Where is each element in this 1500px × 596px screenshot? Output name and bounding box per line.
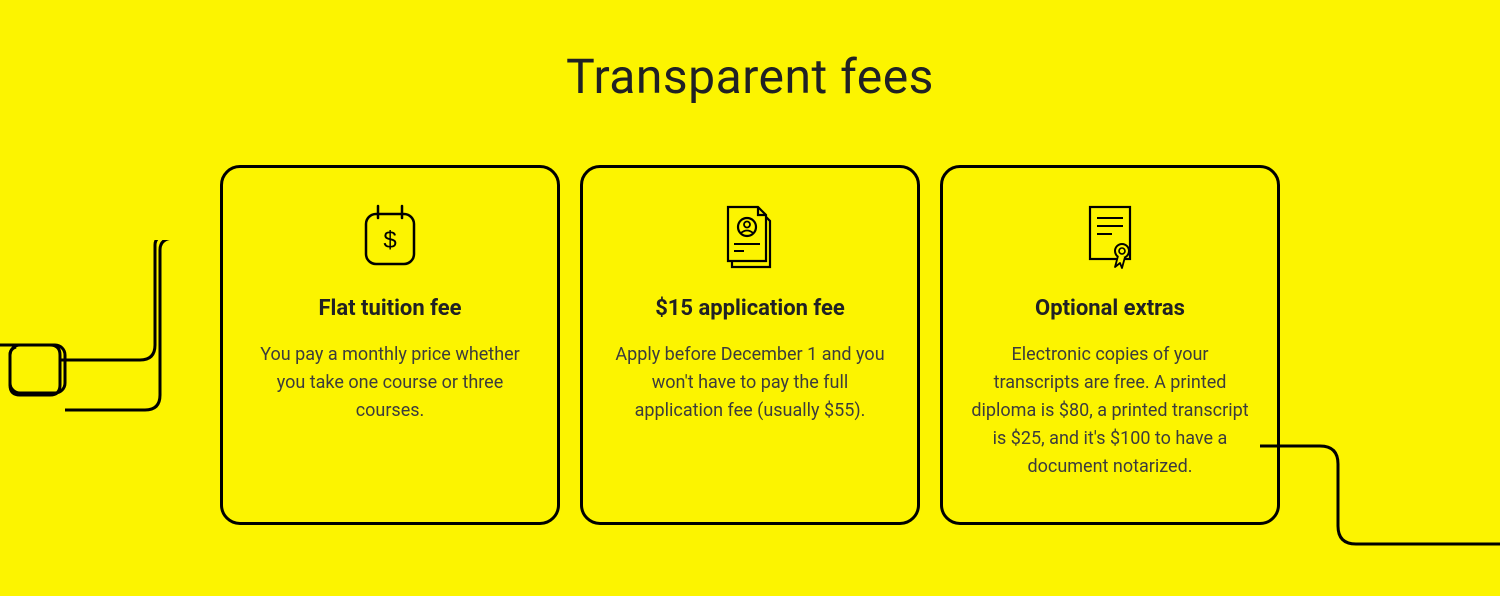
card-heading: Optional extras [1035,296,1185,321]
application-doc-icon [722,200,778,272]
page-title: Transparent fees [0,0,1500,165]
calendar-dollar-icon: $ [362,200,418,272]
card-body: You pay a monthly price whether you take… [251,341,529,425]
card-optional-extras: Optional extras Electronic copies of you… [940,165,1280,525]
card-body: Electronic copies of your transcripts ar… [971,341,1249,480]
card-application-fee: $15 application fee Apply before Decembe… [580,165,920,525]
svg-text:$: $ [383,227,396,254]
card-flat-tuition: $ Flat tuition fee You pay a monthly pri… [220,165,560,525]
card-body: Apply before December 1 and you won't ha… [611,341,889,425]
card-heading: Flat tuition fee [318,296,461,321]
cards-row: $ Flat tuition fee You pay a monthly pri… [0,165,1500,525]
certificate-doc-icon [1082,200,1138,272]
card-heading: $15 application fee [655,296,845,321]
